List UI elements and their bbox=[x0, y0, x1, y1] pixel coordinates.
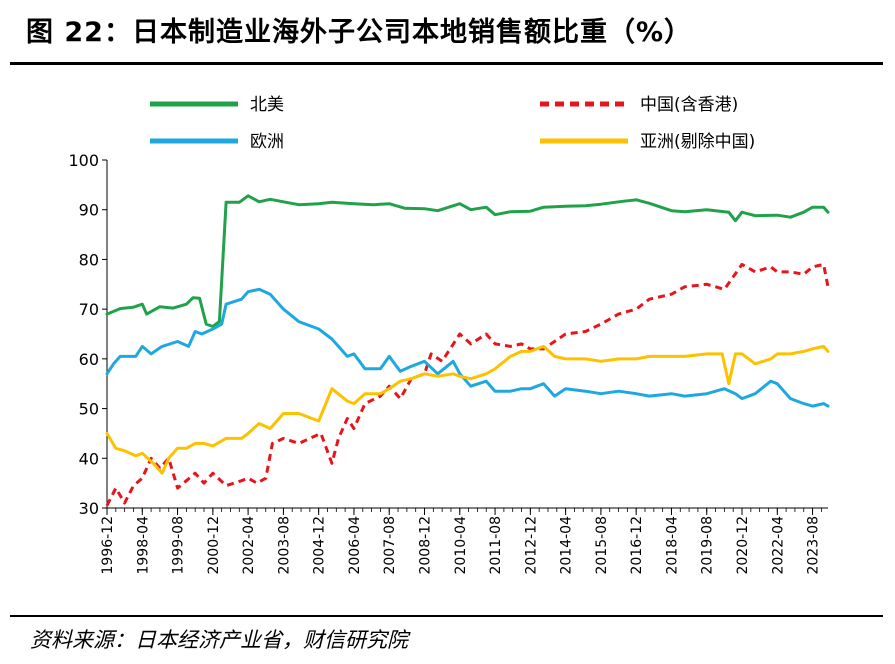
x-tick-label: 2006-04 bbox=[347, 516, 363, 575]
x-tick-label: 2019-08 bbox=[700, 516, 716, 575]
x-tick-label: 1996-12 bbox=[100, 516, 116, 575]
x-tick-label: 2015-08 bbox=[594, 516, 610, 575]
chart-legend: 北美 中国(含香港) 欧洲 亚洲(剔除中国) bbox=[150, 95, 755, 152]
y-tick-label: 30 bbox=[79, 499, 99, 518]
x-tick-label: 2016-12 bbox=[629, 516, 645, 575]
series-line bbox=[105, 262, 830, 507]
legend-label: 中国(含香港) bbox=[640, 95, 738, 115]
y-tick-label: 70 bbox=[79, 300, 99, 319]
series-line bbox=[105, 287, 830, 408]
axes: 30 40 50 60 70 80 90 100 1996-12 1998-04 1999-08 20… bbox=[68, 151, 828, 575]
y-tick-label: 50 bbox=[79, 400, 99, 419]
x-tick-label: 2011-08 bbox=[488, 516, 504, 575]
x-tick-label: 2008-12 bbox=[418, 516, 434, 575]
x-tick-label: 2014-04 bbox=[559, 516, 575, 575]
x-tick-label: 1998-04 bbox=[135, 516, 151, 575]
x-tick-label: 2007-08 bbox=[382, 516, 398, 575]
x-tick-label: 2010-04 bbox=[453, 516, 469, 575]
x-tick-label: 2022-04 bbox=[770, 516, 786, 575]
source-note: 资料来源：日本经济产业省，财信研究院 bbox=[30, 628, 408, 652]
legend-label: 亚洲(剔除中国) bbox=[640, 132, 755, 152]
legend-label: 欧洲 bbox=[250, 132, 284, 152]
y-tick-label: 40 bbox=[79, 449, 99, 468]
footer-divider bbox=[10, 615, 883, 617]
x-tick-label: 2018-04 bbox=[664, 516, 680, 575]
x-tick-label: 2012-12 bbox=[523, 516, 539, 575]
series-lines bbox=[105, 194, 830, 507]
x-tick-label: 2003-08 bbox=[276, 516, 292, 575]
title-divider bbox=[10, 62, 883, 65]
y-tick-label: 100 bbox=[68, 151, 99, 170]
x-tick-label: 2002-04 bbox=[241, 516, 257, 575]
series-line bbox=[105, 194, 830, 328]
x-tick-label: 1999-08 bbox=[171, 516, 187, 575]
y-tick-label: 90 bbox=[79, 201, 99, 220]
y-tick-label: 60 bbox=[79, 350, 99, 369]
page-title: 图 22：日本制造业海外子公司本地销售额比重（%） bbox=[26, 17, 693, 48]
x-tick-label: 2023-08 bbox=[806, 516, 822, 575]
legend-label: 北美 bbox=[250, 95, 284, 115]
series-line bbox=[105, 344, 830, 475]
x-tick-label: 2020-12 bbox=[735, 516, 751, 575]
x-tick-label: 2000-12 bbox=[206, 516, 222, 575]
y-tick-label: 80 bbox=[79, 250, 99, 269]
x-tick-label: 2004-12 bbox=[312, 516, 328, 575]
